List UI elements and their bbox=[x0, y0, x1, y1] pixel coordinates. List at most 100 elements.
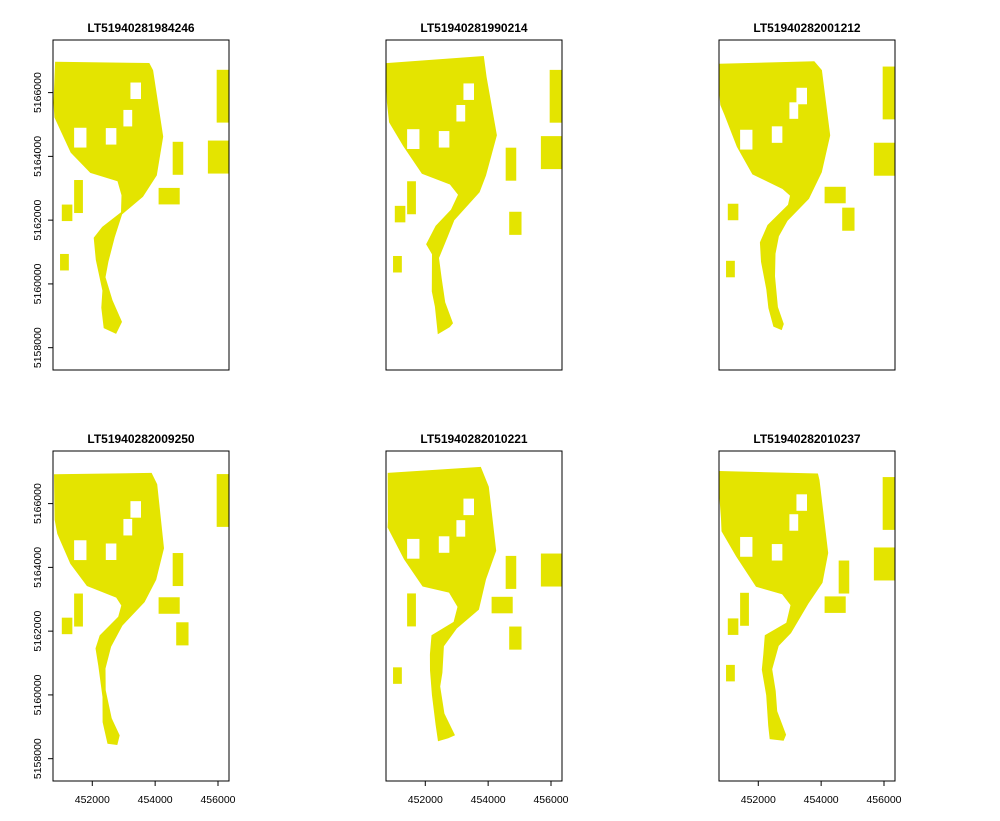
x-tick-label: 456000 bbox=[866, 794, 901, 806]
raster-area bbox=[387, 466, 562, 742]
water-fragment bbox=[726, 260, 735, 278]
land-patch bbox=[789, 102, 799, 119]
x-tick-label: 452000 bbox=[741, 794, 776, 806]
x-tick-label: 454000 bbox=[471, 794, 506, 806]
y-tick-label: 5164000 bbox=[32, 136, 44, 177]
panel-title: LT51940281990214 bbox=[420, 21, 528, 35]
panel-frame bbox=[385, 39, 563, 371]
land-patch bbox=[407, 129, 420, 150]
water-fragment bbox=[873, 142, 895, 176]
panel-frame bbox=[718, 39, 896, 371]
raster-area bbox=[719, 471, 895, 741]
water-fragment bbox=[726, 664, 735, 682]
water-fragment bbox=[740, 592, 749, 626]
x-tick-label: 456000 bbox=[200, 794, 235, 806]
y-tick-label: 5158000 bbox=[32, 327, 44, 368]
y-tick-label: 5160000 bbox=[32, 674, 44, 715]
map-panel: LT51940282010221 452000 454000 456000 bbox=[385, 432, 569, 806]
land-patch bbox=[456, 104, 466, 122]
map-panel: LT51940281984246 5158000 5160000 5162000 516… bbox=[32, 21, 230, 371]
land-patch bbox=[74, 127, 87, 148]
land-patch bbox=[74, 540, 87, 561]
land-patch bbox=[123, 109, 133, 127]
land-patch bbox=[105, 543, 117, 561]
water-region bbox=[719, 471, 829, 741]
map-panel: LT51940281990214 bbox=[385, 21, 563, 371]
water-fragment bbox=[842, 207, 855, 231]
water-fragment bbox=[873, 547, 895, 581]
land-patch bbox=[796, 494, 807, 511]
panel-title: LT51940282010221 bbox=[420, 432, 528, 446]
x-tick-label: 456000 bbox=[533, 794, 568, 806]
land-patch bbox=[463, 498, 474, 516]
y-tick-label: 5162000 bbox=[32, 611, 44, 652]
water-fragment bbox=[549, 69, 562, 123]
water-fragment bbox=[407, 593, 416, 627]
map-panel: LT51940282009250 5158000 5160000 5162000 516… bbox=[32, 432, 236, 806]
panel-frame bbox=[385, 450, 563, 782]
y-tick-label: 5158000 bbox=[32, 738, 44, 779]
y-tick-label: 5160000 bbox=[32, 263, 44, 304]
water-fragment bbox=[505, 147, 517, 181]
water-fragment bbox=[216, 474, 229, 527]
y-tick-label: 5166000 bbox=[32, 483, 44, 524]
land-patch bbox=[740, 129, 753, 150]
panel-title: LT51940281984246 bbox=[87, 21, 195, 35]
water-fragment bbox=[172, 141, 184, 175]
y-tick-label: 5164000 bbox=[32, 547, 44, 588]
water-fragment bbox=[540, 553, 562, 587]
water-fragment bbox=[727, 618, 739, 635]
x-tick-label: 454000 bbox=[138, 794, 173, 806]
land-patch bbox=[123, 518, 133, 536]
land-patch bbox=[130, 82, 141, 100]
water-fragment bbox=[882, 66, 895, 120]
water-fragment bbox=[838, 560, 850, 594]
water-region bbox=[53, 61, 164, 334]
water-fragment bbox=[505, 555, 517, 589]
water-fragment bbox=[74, 180, 83, 214]
land-patch bbox=[771, 126, 783, 143]
water-fragment bbox=[158, 597, 180, 614]
x-tick-label: 454000 bbox=[804, 794, 839, 806]
land-patch bbox=[456, 520, 466, 537]
raster-area bbox=[54, 472, 229, 745]
panel-frame bbox=[718, 450, 896, 782]
water-fragment bbox=[824, 596, 846, 613]
water-region bbox=[387, 466, 497, 742]
water-fragment bbox=[727, 203, 739, 221]
x-tick-label: 452000 bbox=[75, 794, 110, 806]
water-fragment bbox=[74, 593, 83, 627]
panel-title: LT51940282010237 bbox=[753, 432, 861, 446]
water-fragment bbox=[61, 617, 73, 635]
land-patch bbox=[463, 83, 474, 100]
water-fragment bbox=[393, 667, 402, 684]
y-tick-label: 5162000 bbox=[32, 200, 44, 241]
map-panel: LT51940282010237 452000 454000 456000 bbox=[718, 432, 902, 806]
panels-layer: LT51940281984246 5158000 5160000 5162000 516… bbox=[32, 21, 902, 806]
y-tick-label: 5166000 bbox=[32, 72, 44, 113]
water-fragment bbox=[407, 181, 416, 215]
land-patch bbox=[740, 536, 753, 557]
water-fragment bbox=[394, 205, 406, 223]
water-fragment bbox=[172, 553, 184, 587]
water-fragment bbox=[176, 622, 189, 646]
water-fragment bbox=[509, 211, 522, 235]
water-region bbox=[386, 56, 497, 335]
raster-area bbox=[719, 61, 895, 331]
raster-area bbox=[386, 56, 562, 335]
water-region bbox=[719, 61, 831, 331]
land-patch bbox=[789, 514, 799, 531]
water-fragment bbox=[393, 255, 402, 273]
water-fragment bbox=[61, 204, 73, 222]
water-fragment bbox=[491, 596, 513, 614]
map-panel: LT51940282001212 bbox=[718, 21, 896, 371]
water-fragment bbox=[216, 69, 229, 123]
water-fragment bbox=[60, 253, 69, 271]
raster-area bbox=[53, 61, 229, 334]
water-fragment bbox=[207, 140, 229, 174]
water-region bbox=[54, 472, 164, 745]
panel-frame bbox=[52, 39, 230, 371]
panel-title: LT51940282001212 bbox=[753, 21, 861, 35]
land-patch bbox=[438, 536, 450, 553]
